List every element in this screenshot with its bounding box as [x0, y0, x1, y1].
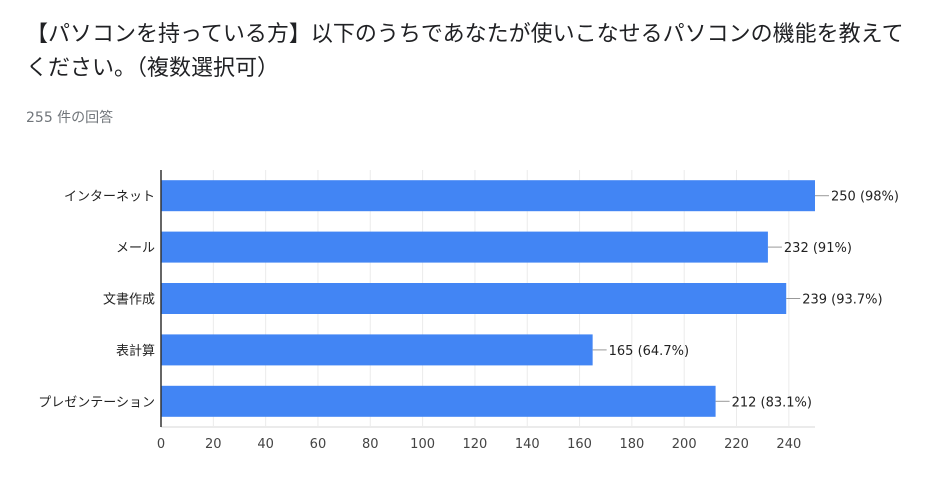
- bar: [161, 385, 716, 417]
- x-tick-label: 80: [362, 437, 379, 452]
- response-count: 255 件の回答: [26, 110, 114, 126]
- x-tick-label: 140: [515, 437, 540, 452]
- category-label: 表計算: [116, 343, 155, 359]
- category-label: 文書作成: [103, 293, 155, 308]
- x-tick-label: 20: [205, 437, 222, 452]
- x-tick-label: 160: [567, 437, 592, 452]
- data-label: 239 (93.7%): [802, 293, 882, 308]
- bar: [161, 283, 787, 314]
- bar: [161, 231, 768, 263]
- x-tick-label: 60: [310, 437, 327, 452]
- category-label: メール: [116, 241, 155, 256]
- x-tick-label: 0: [157, 437, 165, 452]
- category-label: プレゼンテーション: [38, 395, 155, 410]
- data-label: 250 (98%): [831, 190, 899, 205]
- bar: [161, 180, 815, 212]
- question-title: 【パソコンを持っている方】以下のうちであなたが使いこなせるパソコンの機能を教えて…: [26, 22, 904, 81]
- category-label: インターネット: [64, 190, 155, 205]
- x-tick-label: 40: [257, 437, 274, 452]
- x-tick-label: 180: [619, 437, 644, 452]
- bar: [161, 334, 593, 366]
- data-label: 212 (83.1%): [732, 395, 812, 410]
- data-label: 232 (91%): [784, 241, 852, 256]
- x-tick-label: 240: [776, 437, 801, 452]
- x-tick-label: 200: [672, 437, 697, 452]
- x-tick-label: 120: [463, 437, 488, 452]
- data-label: 165 (64.7%): [609, 344, 689, 359]
- x-tick-label: 100: [410, 437, 435, 452]
- x-tick-label: 220: [724, 437, 749, 452]
